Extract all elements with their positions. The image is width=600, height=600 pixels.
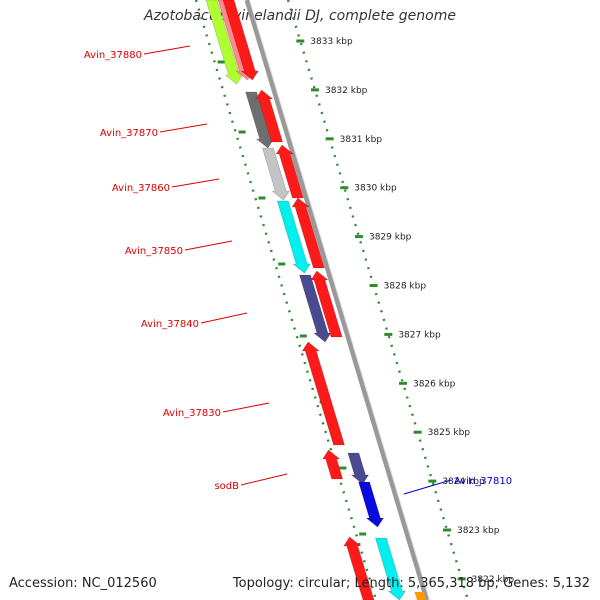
ruler-tick-label: 3825 kbp xyxy=(428,428,471,438)
gene-label-leader xyxy=(171,178,220,188)
gene-label-leader xyxy=(159,123,208,133)
gene-label: Avin_37850 xyxy=(125,246,183,257)
ruler-tick-label: 3831 kbp xyxy=(340,135,383,145)
genome-backbone-highlight xyxy=(249,0,430,600)
gene-arrow-red-4 xyxy=(291,197,325,269)
genome-backbone xyxy=(244,0,430,600)
ruler-tick-label: 3832 kbp xyxy=(325,86,368,96)
ruler-tick-label: 3824 kbp xyxy=(442,477,485,487)
gene-arrow-orange xyxy=(414,592,426,600)
gene-label: sodB xyxy=(214,481,239,492)
gene-label-leader xyxy=(240,473,288,486)
track-dotted-boundary-right xyxy=(286,0,470,600)
gene-label-leader xyxy=(222,402,270,413)
gene-arrow-avin-37880-homolog xyxy=(205,0,244,85)
gene-label: Avin_37830 xyxy=(163,408,221,419)
gene-arrow-red-5 xyxy=(310,270,343,338)
ruler-tick-label: 3826 kbp xyxy=(413,379,456,389)
gene-arrow-avin-37860-homolog xyxy=(261,147,290,201)
track-dotted-boundary-left xyxy=(194,0,378,600)
topology-summary: Topology: circular; Length: 5,365,318 bp… xyxy=(232,576,590,591)
gene-label: Avin_37870 xyxy=(100,128,158,139)
gene-label-leader xyxy=(403,479,452,495)
gene-label-leader xyxy=(184,240,233,251)
gene-arrow-bottom-cyan xyxy=(374,537,406,600)
ruler-tick-label: 3822 kbp xyxy=(472,575,515,585)
gene-arrow-avin-37840-homolog xyxy=(299,274,332,343)
accession-text: Accession: NC_012560 xyxy=(9,576,157,591)
gene-arrow-red-7 xyxy=(322,449,344,480)
ruler-tick-label: 3833 kbp xyxy=(310,37,353,47)
gene-label: Avin_37840 xyxy=(141,319,199,330)
gene-label: Avin_37880 xyxy=(84,50,142,61)
ruler-tick-label: 3830 kbp xyxy=(354,184,397,194)
gene-arrow-red-8 xyxy=(343,536,375,600)
gene-arrow-sodb-homolog xyxy=(347,452,370,485)
gene-arrow-avin-37850-homolog xyxy=(276,200,311,274)
gene-label: Avin_37860 xyxy=(112,183,170,194)
gene-arrow-avin-37810 xyxy=(358,481,384,528)
gene-arrow-red-1 xyxy=(222,0,259,81)
gene-label: Avin_37810 xyxy=(454,476,512,487)
ruler-tick-label: 3828 kbp xyxy=(384,282,427,292)
gene-label-leader xyxy=(200,312,248,324)
ruler-tick-label: 3827 kbp xyxy=(398,330,441,340)
ruler-tick-label: 3829 kbp xyxy=(369,233,412,243)
gene-arrow-red-6 xyxy=(301,341,345,446)
gene-arrow-red-2 xyxy=(255,89,284,143)
gene-label-leader xyxy=(143,45,191,55)
ruler-tick-label: 3823 kbp xyxy=(457,526,500,536)
